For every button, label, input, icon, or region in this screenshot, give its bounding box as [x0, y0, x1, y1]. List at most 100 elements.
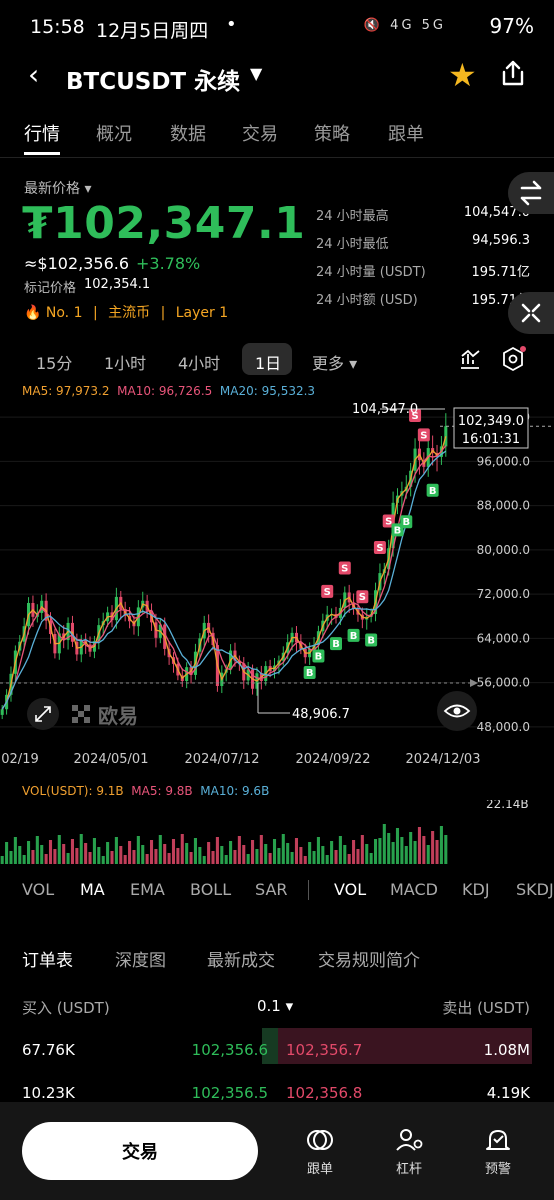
- vol-max-label: 22.14B: [486, 800, 529, 811]
- vol-ma10: MA10: 9.6B: [200, 784, 270, 798]
- interval-more[interactable]: 更多 ▾: [312, 354, 358, 373]
- precision-select[interactable]: 0.1 ▾: [257, 997, 294, 1015]
- expand-float-button[interactable]: [508, 292, 554, 334]
- tab-rules[interactable]: 交易规则简介: [318, 951, 420, 971]
- volume-bar: [215, 837, 219, 864]
- nav-copytrade[interactable]: 跟单: [290, 1126, 350, 1177]
- y-tick-label: 88,000.0: [477, 499, 530, 513]
- sell-marker[interactable]: [382, 514, 395, 528]
- buy-marker[interactable]: [365, 633, 378, 647]
- mark-price-label: 标记价格: [24, 281, 77, 296]
- sell-marker[interactable]: [417, 428, 430, 442]
- buy-marker[interactable]: [400, 515, 413, 529]
- volume-bar: [409, 832, 413, 864]
- marker-letter: S: [341, 563, 348, 574]
- nav-alert[interactable]: 预警: [468, 1126, 528, 1177]
- back-icon[interactable]: ‹: [28, 58, 40, 91]
- eye-icon: [443, 704, 471, 718]
- tab-orderbook[interactable]: 订单表: [22, 951, 73, 971]
- sell-marker[interactable]: [356, 590, 369, 604]
- volume-bar: [369, 853, 373, 864]
- page-title[interactable]: BTCUSDT 永续: [66, 69, 241, 95]
- swap-float-button[interactable]: [508, 172, 554, 214]
- ask-price[interactable]: 102,356.7: [286, 1041, 363, 1059]
- ask-price[interactable]: 102,356.8: [286, 1084, 363, 1102]
- volume-bar: [75, 848, 79, 864]
- star-icon[interactable]: ★: [448, 56, 477, 94]
- high-label: 104,547.0: [352, 402, 418, 417]
- usd-price: ≈$102,356.6: [24, 254, 130, 273]
- interval-1h[interactable]: 1小时: [104, 354, 147, 373]
- volume-bar: [277, 848, 281, 864]
- volume-bar: [13, 837, 17, 864]
- buy-header: 买入 (USDT): [22, 999, 110, 1017]
- nav-leverage[interactable]: 杠杆: [379, 1126, 439, 1177]
- caret-down-icon[interactable]: ▼: [250, 64, 263, 83]
- ind-boll[interactable]: BOLL: [190, 880, 232, 899]
- layer1-tag[interactable]: Layer 1: [175, 305, 229, 321]
- eye-button[interactable]: [437, 691, 477, 731]
- bid-depth-bar: [262, 1028, 278, 1064]
- buy-marker[interactable]: [303, 665, 316, 679]
- volume-bar: [9, 851, 13, 864]
- volume-bar: [132, 850, 136, 864]
- sell-marker[interactable]: [321, 584, 334, 598]
- tab-recent-trades[interactable]: 最新成交: [207, 951, 275, 971]
- volume-bar: [171, 839, 176, 864]
- expand-chart-button[interactable]: [27, 698, 59, 730]
- sell-marker[interactable]: [409, 408, 422, 422]
- ind-sar[interactable]: SAR: [255, 880, 288, 899]
- interval-1d[interactable]: 1日: [255, 354, 282, 373]
- ind-ma[interactable]: MA: [80, 880, 105, 899]
- ind-skdj[interactable]: SKDJ: [516, 880, 554, 899]
- rank-tag[interactable]: 🔥 No. 1: [24, 305, 83, 321]
- tab-copytrade[interactable]: 跟单: [388, 124, 424, 145]
- volume-bar: [44, 854, 48, 864]
- volume-chart[interactable]: 22.14B: [0, 800, 554, 866]
- interval-15m[interactable]: 15分: [36, 354, 73, 373]
- share-icon[interactable]: [498, 58, 528, 88]
- buy-marker[interactable]: [426, 483, 439, 497]
- vol-value: VOL(USDT): 9.1B: [22, 784, 124, 798]
- volume-bar: [347, 854, 351, 864]
- ind-macd[interactable]: MACD: [390, 880, 438, 899]
- tab-data[interactable]: 数据: [170, 124, 206, 145]
- tab-trade[interactable]: 交易: [242, 124, 278, 145]
- stat-value: 94,596.3: [472, 233, 530, 248]
- buy-marker[interactable]: [330, 637, 342, 651]
- ind-kdj[interactable]: KDJ: [462, 880, 490, 899]
- mainstream-tag[interactable]: 主流币: [108, 305, 151, 321]
- ind-ema[interactable]: EMA: [130, 880, 165, 899]
- marker-letter: B: [394, 525, 402, 536]
- ind-vol-sub[interactable]: VOL: [334, 880, 367, 899]
- bid-price[interactable]: 102,356.5: [191, 1084, 268, 1102]
- buy-marker[interactable]: [312, 649, 325, 663]
- tab-depth[interactable]: 深度图: [115, 951, 166, 971]
- sell-marker[interactable]: [338, 561, 351, 575]
- watermark-logo: 欧易: [72, 704, 138, 728]
- sell-marker[interactable]: [373, 540, 386, 554]
- tab-underline: [24, 152, 60, 155]
- chart-type-icon[interactable]: [458, 348, 482, 370]
- tab-strategy[interactable]: 策略: [314, 124, 350, 145]
- buy-marker[interactable]: [347, 628, 360, 642]
- volume-bar: [264, 844, 268, 864]
- volume-bar: [237, 836, 241, 864]
- interval-4h[interactable]: 4小时: [178, 354, 221, 373]
- volume-bar: [338, 836, 342, 864]
- volume-bar: [123, 855, 127, 864]
- tab-overview[interactable]: 概况: [96, 124, 132, 145]
- settings-icon[interactable]: [500, 346, 526, 372]
- tab-market[interactable]: 行情: [24, 124, 60, 145]
- volume-bar: [119, 846, 123, 864]
- nav-label: 跟单: [306, 1162, 333, 1177]
- battery-level: 97%: [489, 14, 534, 38]
- bid-price[interactable]: 102,356.6: [191, 1041, 268, 1059]
- volume-bar: [53, 849, 57, 864]
- trade-button[interactable]: 交易: [22, 1122, 258, 1180]
- marker-letter: B: [306, 668, 314, 679]
- ind-vol[interactable]: VOL: [22, 880, 55, 899]
- x-tick-label: 02/19: [1, 752, 38, 767]
- last-price-label[interactable]: 最新价格 ▾: [24, 181, 92, 197]
